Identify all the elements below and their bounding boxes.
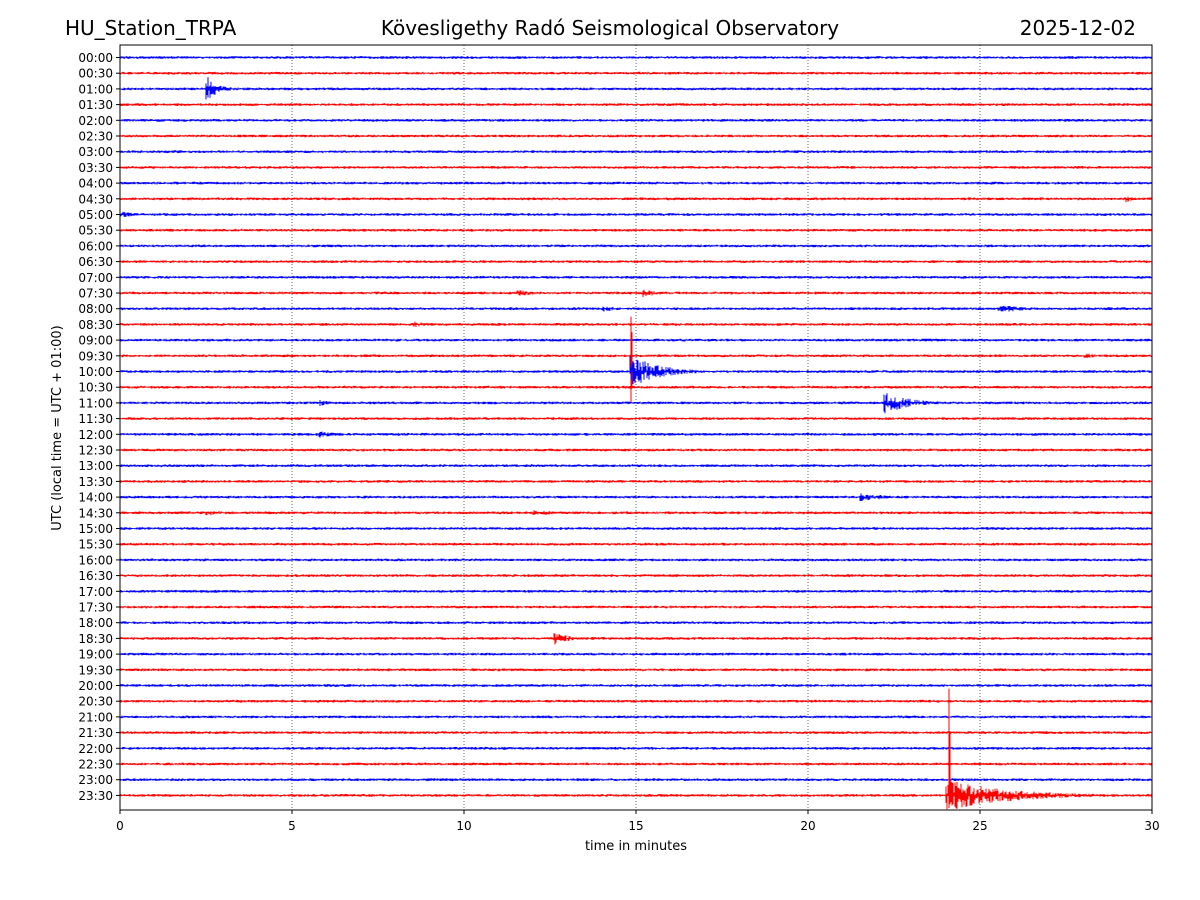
trace-1300 xyxy=(119,464,1153,468)
y-tick-label: 15:30 xyxy=(78,538,113,552)
trace-1800 xyxy=(119,621,1153,625)
trace-0530 xyxy=(119,228,1153,232)
trace-0700 xyxy=(119,275,1153,279)
y-tick-label: 14:00 xyxy=(78,491,113,505)
trace-1700 xyxy=(119,589,1153,593)
x-tick-label: 10 xyxy=(456,819,471,833)
y-tick-label: 09:30 xyxy=(78,349,113,363)
grid-lines xyxy=(291,45,981,810)
y-axis-label: UTC (local time = UTC + 01:00) xyxy=(50,325,65,530)
trace-1900 xyxy=(119,652,1153,656)
x-tick-label: 0 xyxy=(116,819,124,833)
trace-0330 xyxy=(119,166,1153,169)
y-tick-label: 03:00 xyxy=(78,145,113,159)
y-tick-label: 20:00 xyxy=(78,679,113,693)
chart-title: Kövesligethy Radó Seismological Observat… xyxy=(380,16,840,40)
trace-0830 xyxy=(119,321,1153,327)
y-tick-label: 08:00 xyxy=(78,302,113,316)
trace-2030 xyxy=(119,699,1153,703)
y-tick-label: 07:00 xyxy=(78,271,113,285)
y-tick-label: 05:00 xyxy=(78,208,113,222)
y-tick-label: 05:30 xyxy=(78,224,113,238)
trace-1930 xyxy=(119,668,1153,672)
y-tick-label: 13:00 xyxy=(78,459,113,473)
y-tick-label: 01:30 xyxy=(78,98,113,112)
y-tick-label: 21:00 xyxy=(78,710,113,724)
x-tick-label: 5 xyxy=(288,819,296,833)
trace-0000 xyxy=(119,56,1153,59)
trace-0730 xyxy=(119,289,1153,298)
y-tick-label: 23:30 xyxy=(78,789,113,803)
trace-2230 xyxy=(119,762,1153,766)
y-tick-label: 20:30 xyxy=(78,695,113,709)
x-tick-label: 30 xyxy=(1144,819,1159,833)
y-tick-label: 00:30 xyxy=(78,67,113,81)
y-tick-label: 00:00 xyxy=(78,51,113,65)
y-tick-label: 09:00 xyxy=(78,334,113,348)
y-tick-label: 18:00 xyxy=(78,616,113,630)
trace-1600 xyxy=(119,558,1153,562)
trace-1500 xyxy=(119,527,1153,530)
trace-0630 xyxy=(119,260,1153,263)
chart-date: 2025-12-02 xyxy=(1019,16,1136,40)
station-name: HU_Station_TRPA xyxy=(65,16,237,40)
trace-0400 xyxy=(119,181,1153,185)
y-tick-label: 14:30 xyxy=(78,506,113,520)
y-tick-label: 12:00 xyxy=(78,428,113,442)
trace-1400 xyxy=(119,493,1153,502)
y-tick-label: 03:30 xyxy=(78,161,113,175)
y-tick-label: 21:30 xyxy=(78,726,113,740)
y-tick-label: 16:30 xyxy=(78,569,113,583)
y-tick-label: 01:00 xyxy=(78,82,113,96)
trace-0900 xyxy=(119,338,1153,342)
x-axis-ticks: 0 5 10 15 20 25 30 xyxy=(116,810,1160,833)
y-tick-label: 10:00 xyxy=(78,365,113,379)
trace-0930 xyxy=(119,316,1153,403)
trace-2200 xyxy=(119,746,1153,750)
trace-2100 xyxy=(119,715,1153,719)
y-tick-label: 18:30 xyxy=(78,632,113,646)
x-tick-label: 15 xyxy=(628,819,643,833)
x-tick-label: 25 xyxy=(972,819,987,833)
trace-2130 xyxy=(119,731,1153,734)
x-axis-label: time in minutes xyxy=(585,839,687,854)
y-tick-label: 19:00 xyxy=(78,648,113,662)
y-tick-label: 17:30 xyxy=(78,601,113,615)
y-tick-label: 23:00 xyxy=(78,773,113,787)
y-tick-label: 10:30 xyxy=(78,381,113,395)
y-tick-label: 17:00 xyxy=(78,585,113,599)
trace-1630 xyxy=(119,574,1153,577)
y-tick-label: 11:30 xyxy=(78,412,113,426)
y-tick-label: 06:00 xyxy=(78,239,113,253)
y-tick-label: 04:30 xyxy=(78,192,113,206)
y-tick-label: 13:30 xyxy=(78,475,113,489)
trace-0230 xyxy=(119,134,1153,138)
y-tick-label: 11:00 xyxy=(78,396,113,410)
y-tick-label: 02:00 xyxy=(78,114,113,128)
y-tick-label: 15:00 xyxy=(78,522,113,536)
y-tick-label: 16:00 xyxy=(78,553,113,567)
y-tick-label: 19:30 xyxy=(78,663,113,677)
y-tick-label: 04:00 xyxy=(78,177,113,191)
y-tick-label: 22:00 xyxy=(78,742,113,756)
trace-1030 xyxy=(119,385,1153,389)
trace-0130 xyxy=(119,103,1153,106)
y-tick-label: 07:30 xyxy=(78,287,113,301)
y-tick-label: 08:30 xyxy=(78,318,113,332)
x-tick-label: 20 xyxy=(800,819,815,833)
y-tick-label: 12:30 xyxy=(78,444,113,458)
y-tick-label: 02:30 xyxy=(78,130,113,144)
y-tick-label: 06:30 xyxy=(78,255,113,269)
trace-0200 xyxy=(119,118,1153,122)
trace-1330 xyxy=(119,480,1153,483)
y-tick-label: 22:30 xyxy=(78,758,113,772)
